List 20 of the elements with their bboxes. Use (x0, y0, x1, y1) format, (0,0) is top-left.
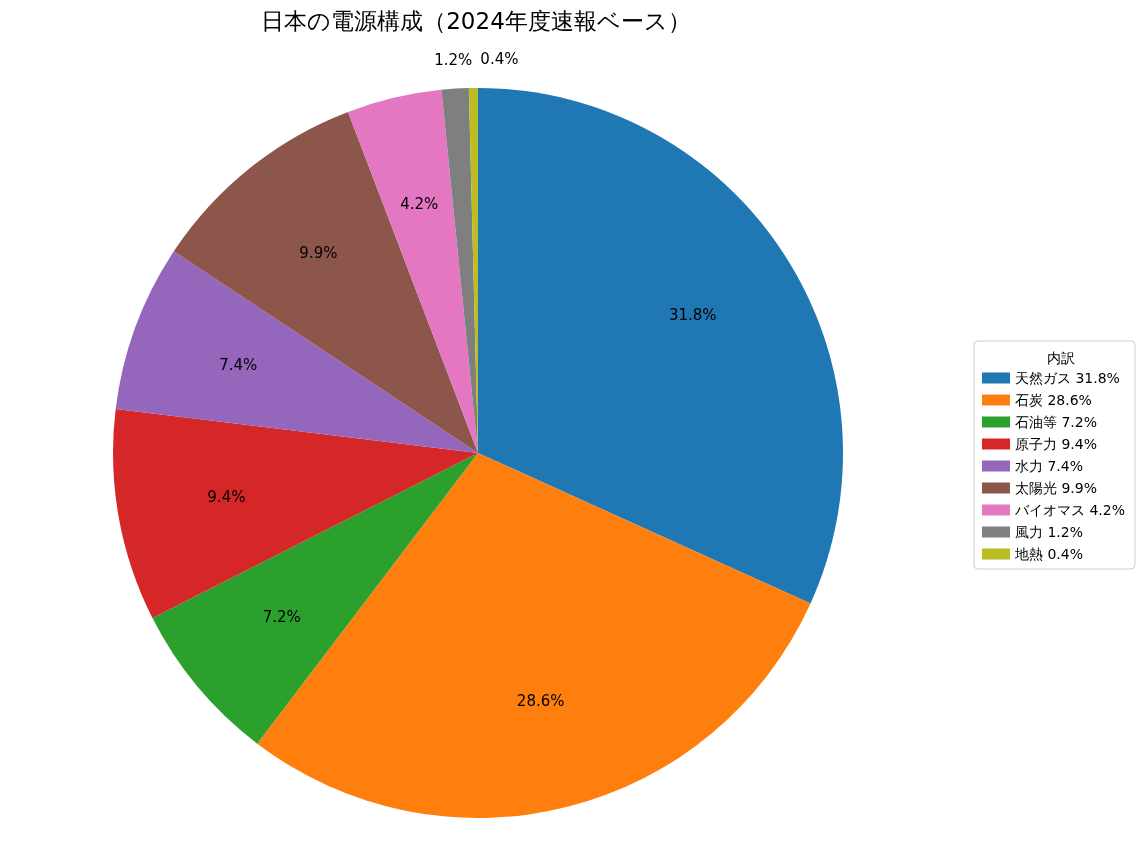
legend-label: 風力 1.2% (1014, 524, 1084, 540)
data-label: 9.9% (299, 244, 338, 263)
legend-label: 水力 7.4% (1014, 458, 1084, 474)
legend-label: バイオマス 4.2% (1013, 502, 1126, 518)
data-label: 31.8% (668, 305, 717, 324)
data-label: 7.2% (262, 607, 301, 626)
chart-title: 日本の電源構成（2024年度速報ベース） (261, 7, 691, 34)
data-label: 7.4% (219, 355, 258, 374)
data-label: 28.6% (516, 691, 565, 710)
legend-label: 地熱 0.4% (1013, 546, 1084, 562)
data-label: 4.2% (400, 195, 439, 214)
legend-title: 内訳 (1047, 350, 1075, 366)
data-label: 0.4% (480, 49, 519, 68)
legend-label: 原子力 9.4% (1014, 436, 1098, 452)
legend-label: 石炭 28.6% (1014, 392, 1092, 408)
data-label: 9.4% (207, 488, 246, 507)
data-label: 1.2% (434, 50, 473, 69)
legend-label: 天然ガス 31.8% (1014, 370, 1120, 386)
legend-label: 太陽光 9.9% (1014, 480, 1098, 496)
legend-label: 石油等 7.2% (1014, 414, 1098, 430)
